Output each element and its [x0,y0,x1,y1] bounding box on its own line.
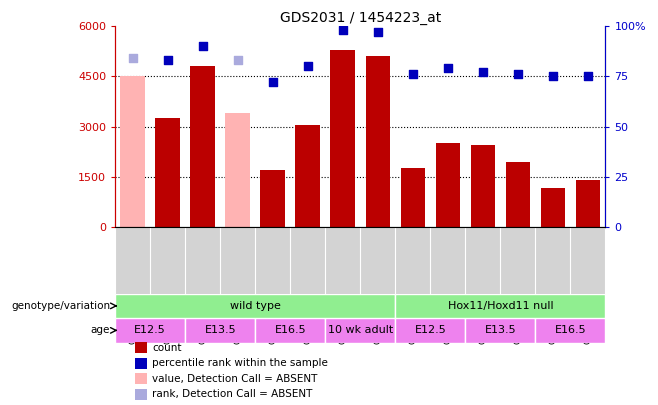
Point [478,69,488,76]
Bar [330,50,355,227]
Point [197,43,208,50]
Bar [155,118,180,227]
Bar [365,56,390,227]
Text: rank, Detection Call = ABSENT: rank, Detection Call = ABSENT [152,389,313,399]
Bar [226,113,250,227]
Text: value, Detection Call = ABSENT: value, Detection Call = ABSENT [152,374,317,384]
Bar [115,318,185,343]
Point [513,71,523,78]
Bar [115,294,395,318]
Point [128,55,138,62]
Bar [135,389,147,400]
Bar [190,66,215,227]
Point [267,79,278,86]
Bar [395,294,605,318]
Bar [395,318,465,343]
Bar [135,342,147,353]
Bar [325,318,395,343]
Bar [185,318,255,343]
Text: Hox11/Hoxd11 null: Hox11/Hoxd11 null [447,301,553,311]
Point [232,57,243,64]
Point [582,73,593,80]
Point [547,73,558,80]
Text: 10 wk adult: 10 wk adult [328,325,393,335]
Bar [261,170,285,227]
Text: E13.5: E13.5 [484,325,516,335]
Point [407,71,418,78]
Bar [135,358,147,369]
Text: E12.5: E12.5 [134,325,166,335]
Title: GDS2031 / 1454223_at: GDS2031 / 1454223_at [280,11,441,25]
Bar [295,125,320,227]
Text: wild type: wild type [230,301,281,311]
Bar [436,143,460,227]
Bar [536,318,605,343]
Text: E12.5: E12.5 [415,325,446,335]
Point [303,63,313,70]
Text: E16.5: E16.5 [274,325,306,335]
Text: age: age [91,325,111,335]
Text: genotype/variation: genotype/variation [11,301,111,311]
Bar [576,180,600,227]
Text: E13.5: E13.5 [205,325,236,335]
Point [443,65,453,72]
Bar [470,145,495,227]
Bar [505,162,530,227]
Bar [541,188,565,227]
Bar [465,318,536,343]
Bar [401,168,425,227]
Bar [135,373,147,384]
Text: percentile rank within the sample: percentile rank within the sample [152,358,328,368]
Text: count: count [152,343,182,353]
Text: E16.5: E16.5 [555,325,586,335]
Point [338,27,348,34]
Bar [255,318,325,343]
Point [163,57,173,64]
Point [372,29,383,36]
Bar [120,77,145,227]
